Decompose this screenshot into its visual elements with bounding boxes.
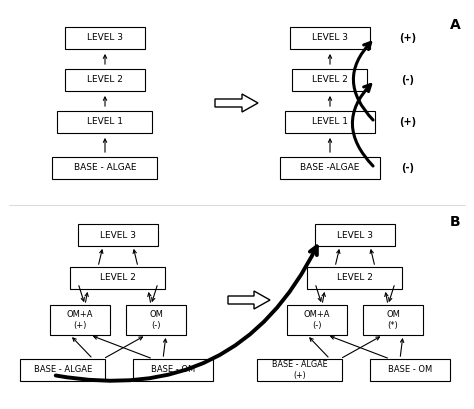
Bar [363, 305, 423, 335]
Text: LEVEL 1: LEVEL 1 [312, 117, 348, 126]
Bar [257, 359, 343, 381]
Text: (-): (-) [401, 75, 414, 85]
Bar [280, 157, 380, 179]
Text: (-): (-) [401, 163, 414, 173]
Bar [78, 224, 158, 246]
Bar [57, 111, 153, 133]
Text: LEVEL 3: LEVEL 3 [337, 231, 373, 240]
Bar [370, 359, 450, 381]
Bar [315, 224, 395, 246]
Bar [285, 111, 375, 133]
Text: B: B [450, 215, 460, 229]
Text: OM
(-): OM (-) [149, 310, 163, 330]
Bar [290, 27, 370, 49]
Text: LEVEL 2: LEVEL 2 [87, 76, 123, 85]
Text: (+): (+) [400, 117, 417, 127]
Text: LEVEL 2: LEVEL 2 [337, 274, 373, 283]
Text: (+): (+) [400, 33, 417, 43]
Bar [308, 267, 402, 289]
Text: LEVEL 3: LEVEL 3 [312, 34, 348, 43]
Text: LEVEL 2: LEVEL 2 [100, 274, 136, 283]
Polygon shape [228, 291, 270, 309]
Bar [71, 267, 165, 289]
Text: BASE - ALGAE
(+): BASE - ALGAE (+) [272, 360, 328, 380]
Text: BASE - OM: BASE - OM [388, 366, 432, 375]
Bar [20, 359, 106, 381]
Text: LEVEL 3: LEVEL 3 [87, 34, 123, 43]
Bar [133, 359, 213, 381]
Text: BASE - OM: BASE - OM [151, 366, 195, 375]
Text: LEVEL 1: LEVEL 1 [87, 117, 123, 126]
Polygon shape [215, 94, 258, 112]
Text: BASE - ALGAE: BASE - ALGAE [74, 164, 136, 173]
Text: A: A [450, 18, 460, 32]
Bar [65, 27, 145, 49]
Text: OM+A
(+): OM+A (+) [67, 310, 93, 330]
Text: OM
(*): OM (*) [386, 310, 400, 330]
Text: OM+A
(-): OM+A (-) [304, 310, 330, 330]
Text: LEVEL 2: LEVEL 2 [312, 76, 348, 85]
Bar [50, 305, 110, 335]
Bar [126, 305, 186, 335]
Bar [65, 69, 145, 91]
Text: LEVEL 3: LEVEL 3 [100, 231, 136, 240]
Text: BASE - ALGAE: BASE - ALGAE [34, 366, 92, 375]
Bar [287, 305, 347, 335]
Bar [53, 157, 157, 179]
Bar [292, 69, 367, 91]
Text: BASE -ALGAE: BASE -ALGAE [301, 164, 360, 173]
